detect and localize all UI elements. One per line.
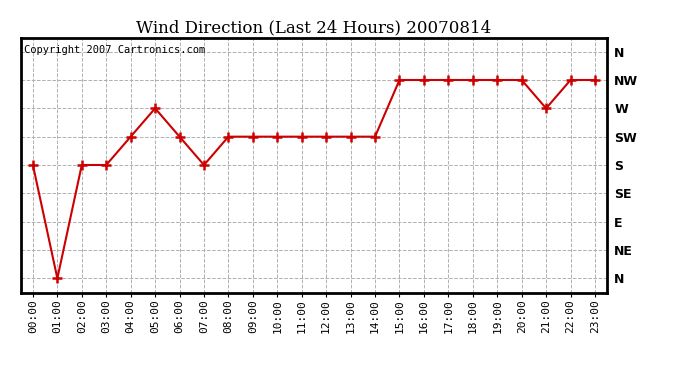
Title: Wind Direction (Last 24 Hours) 20070814: Wind Direction (Last 24 Hours) 20070814: [137, 19, 491, 36]
Text: Copyright 2007 Cartronics.com: Copyright 2007 Cartronics.com: [23, 45, 205, 55]
